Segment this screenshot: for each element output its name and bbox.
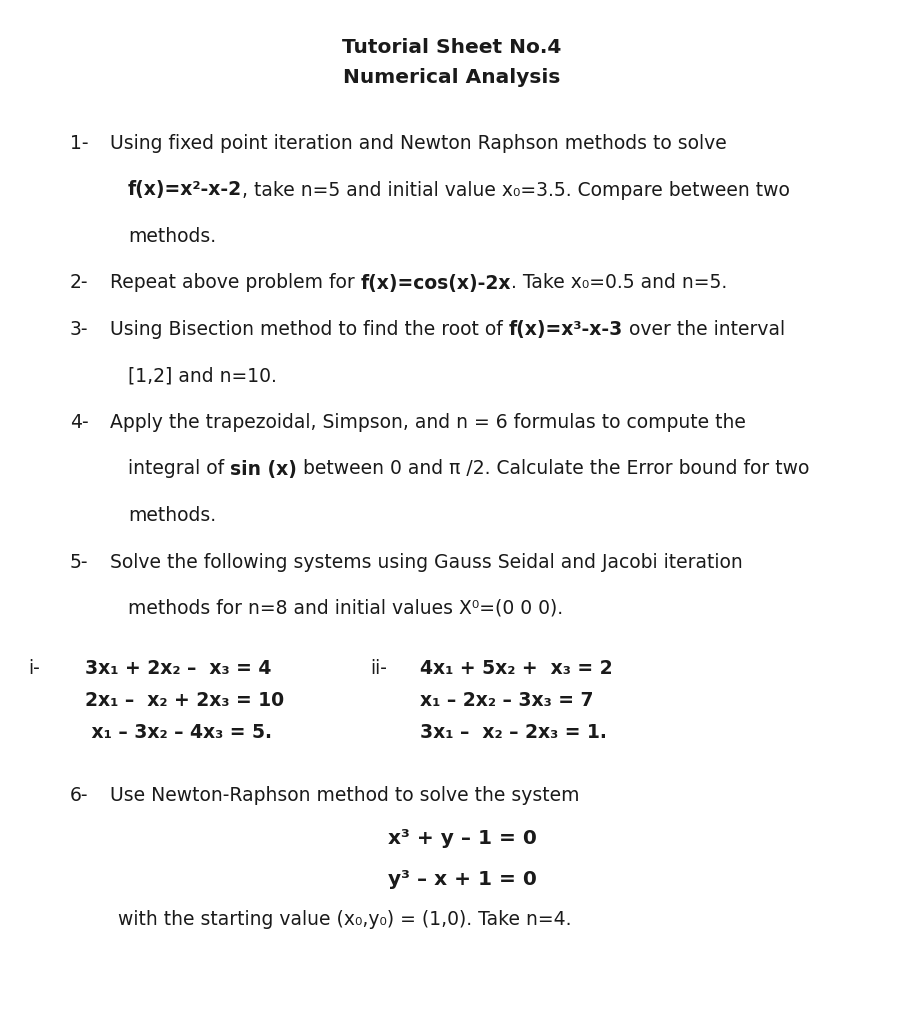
Text: integral of: integral of	[128, 460, 230, 478]
Text: 4x₁ + 5x₂ +  x₃ = 2: 4x₁ + 5x₂ + x₃ = 2	[420, 659, 612, 678]
Text: f(x)=x²-x-2: f(x)=x²-x-2	[128, 181, 242, 199]
Text: methods.: methods.	[128, 227, 216, 246]
Text: Solve the following systems using Gauss Seidal and Jacobi iteration: Solve the following systems using Gauss …	[110, 553, 742, 571]
Text: [1,2] and n=10.: [1,2] and n=10.	[128, 367, 276, 385]
Text: with the starting value (x₀,y₀) = (1,0). Take n=4.: with the starting value (x₀,y₀) = (1,0).…	[118, 910, 571, 929]
Text: Repeat above problem for: Repeat above problem for	[110, 274, 360, 292]
Text: Apply the trapezoidal, Simpson, and n = 6 formulas to compute the: Apply the trapezoidal, Simpson, and n = …	[110, 413, 745, 432]
Text: 3-: 3-	[70, 320, 88, 339]
Text: 6-: 6-	[70, 786, 88, 805]
Text: x³ + y – 1 = 0: x³ + y – 1 = 0	[387, 829, 535, 848]
Text: y³ – x + 1 = 0: y³ – x + 1 = 0	[387, 870, 535, 888]
Text: 4-: 4-	[70, 413, 88, 432]
Text: 3x₁ + 2x₂ –  x₃ = 4: 3x₁ + 2x₂ – x₃ = 4	[85, 659, 271, 678]
Text: 2-: 2-	[70, 274, 88, 292]
Text: f(x)=cos(x)-2x: f(x)=cos(x)-2x	[360, 274, 511, 292]
Text: Numerical Analysis: Numerical Analysis	[343, 68, 560, 87]
Text: 3x₁ –  x₂ – 2x₃ = 1.: 3x₁ – x₂ – 2x₃ = 1.	[420, 723, 606, 743]
Text: 5-: 5-	[70, 553, 88, 571]
Text: x₁ – 2x₂ – 3x₃ = 7: x₁ – 2x₂ – 3x₃ = 7	[420, 691, 593, 711]
Text: over the interval: over the interval	[622, 320, 785, 339]
Text: Tutorial Sheet No.4: Tutorial Sheet No.4	[342, 38, 561, 57]
Text: methods for n=8 and initial values X⁰=(0 0 0).: methods for n=8 and initial values X⁰=(0…	[128, 599, 563, 618]
Text: between 0 and π /2. Calculate the Error bound for two: between 0 and π /2. Calculate the Error …	[297, 460, 808, 478]
Text: ii-: ii-	[369, 659, 386, 678]
Text: . Take x₀=0.5 and n=5.: . Take x₀=0.5 and n=5.	[511, 274, 727, 292]
Text: 2x₁ –  x₂ + 2x₃ = 10: 2x₁ – x₂ + 2x₃ = 10	[85, 691, 284, 711]
Text: Using Bisection method to find the root of: Using Bisection method to find the root …	[110, 320, 508, 339]
Text: , take n=5 and initial value x₀=3.5. Compare between two: , take n=5 and initial value x₀=3.5. Com…	[242, 181, 789, 199]
Text: 1-: 1-	[70, 134, 88, 153]
Text: i-: i-	[28, 659, 40, 678]
Text: x₁ – 3x₂ – 4x₃ = 5.: x₁ – 3x₂ – 4x₃ = 5.	[85, 723, 272, 743]
Text: f(x)=x³-x-3: f(x)=x³-x-3	[508, 320, 622, 339]
Text: methods.: methods.	[128, 506, 216, 525]
Text: Use Newton-Raphson method to solve the system: Use Newton-Raphson method to solve the s…	[110, 786, 579, 805]
Text: sin (x): sin (x)	[230, 460, 297, 478]
Text: Using fixed point iteration and Newton Raphson methods to solve: Using fixed point iteration and Newton R…	[110, 134, 726, 153]
